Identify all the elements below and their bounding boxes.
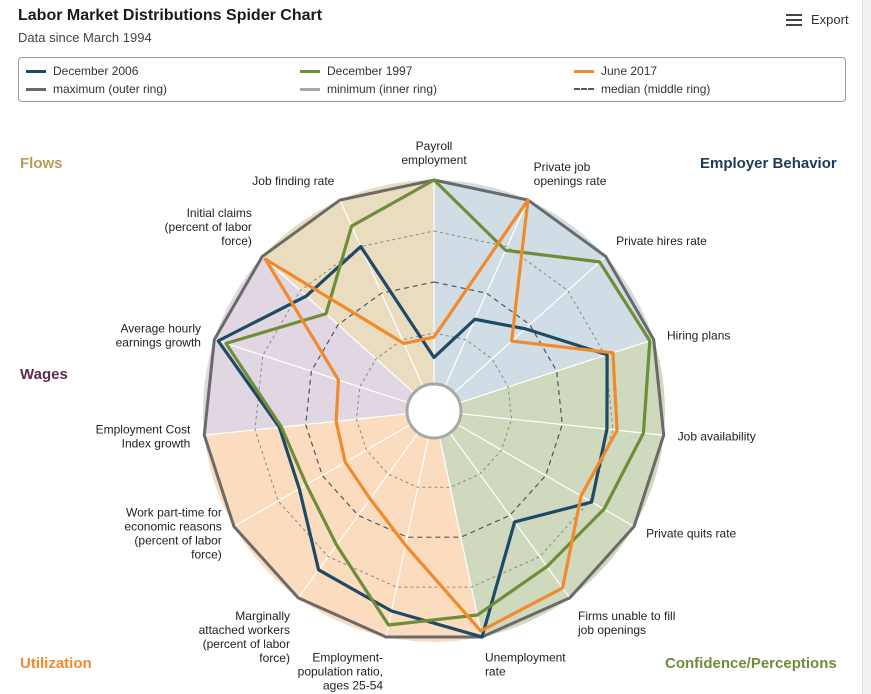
axis-label-line: job openings [577, 623, 646, 637]
axis-label-line: Employment Cost [96, 423, 191, 437]
axis-spoke [385, 437, 429, 638]
axis-label-job-availability: Job availability [678, 430, 756, 444]
axis-spoke [204, 413, 408, 436]
axis-label-line: Job finding rate [252, 174, 334, 188]
export-button[interactable]: Export [786, 12, 849, 27]
rings [202, 178, 666, 639]
axis-label-initial-claims-percent-of-labor-force: Initial claims (percent of labor force) [165, 206, 252, 248]
axis-spoke [460, 413, 664, 436]
axis-label-line: Private quits rate [646, 527, 736, 541]
axis-label-line: Marginally [235, 609, 290, 623]
axis-label-line: employment [401, 153, 467, 167]
axis-label-employment-cost-index-growth: Employment Cost Index growth [96, 423, 191, 451]
axis-label-private-hires-rate: Private hires rate [616, 234, 707, 248]
series-december-1997 [224, 178, 652, 627]
axis-label-line: (percent of labor [134, 534, 221, 548]
axis-label-line: Firms unable to fill [578, 609, 675, 623]
axis-label-line: Private hires rate [616, 234, 707, 248]
axis-label-line: Index growth [122, 437, 191, 451]
axis-label-line: population ratio, [298, 665, 383, 679]
axis-label-work-part-time-for-economic-reasons-percent-of-labor-force: Work part-time for economic reasons (perce… [124, 506, 221, 562]
axis-label-unemployment-rate: Unemployment rate [485, 651, 566, 679]
axis-label-line: attached workers [199, 623, 290, 637]
axis-label-line: force) [191, 548, 222, 562]
axis-label-line: Work part-time for [126, 506, 222, 520]
axis-label-line: openings rate [534, 174, 607, 188]
axis-label-job-finding-rate: Job finding rate [252, 174, 334, 188]
chart-title: Labor Market Distributions Spider Chart [18, 7, 323, 24]
axis-label-private-quits-rate: Private quits rate [646, 527, 736, 541]
axis-label-line: rate [485, 665, 506, 679]
axis-spoke [444, 199, 529, 387]
axis-spoke [449, 432, 571, 599]
axis-label-hiring-plans: Hiring plans [667, 328, 730, 342]
minimum-ring [405, 382, 463, 440]
legend-swatch [300, 69, 320, 73]
axis-label-line: (percent of labor [203, 637, 290, 651]
legend-item-maximum[interactable]: maximum (outer ring) [26, 82, 167, 96]
scrollbar[interactable] [862, 0, 871, 694]
median-ring [305, 281, 563, 538]
axis-label-line: Average hourly [120, 321, 201, 335]
axis-label-private-job-openings-rate: Private job openings rate [534, 160, 607, 188]
axis-label-payroll-employment: Payroll employment [401, 139, 467, 167]
legend-label: minimum (inner ring) [327, 82, 438, 96]
legend-item-december-1997[interactable]: December 1997 [300, 64, 412, 78]
legend-label: June 2017 [601, 64, 658, 78]
export-label: Export [811, 12, 849, 27]
axis-label-line: Payroll [416, 139, 453, 153]
legend-swatch [300, 87, 320, 91]
axis-label-line: Unemployment [485, 651, 566, 665]
axis-label-line: (percent of labor [165, 220, 252, 234]
axis-label-line: earnings growth [116, 335, 201, 349]
series-december-2006 [216, 244, 609, 639]
axis-label-line: Private job [534, 160, 591, 174]
sector-utilization [204, 413, 483, 642]
axis-label-line: Initial claims [187, 206, 252, 220]
legend-item-june-2017[interactable]: June 2017 [574, 64, 657, 78]
category-wages: Wages [20, 366, 68, 383]
axis-label-marginally-attached-workers-percent-of-labor-force: Marginally attached workers (percent of la… [199, 609, 290, 665]
legend-swatch [574, 69, 594, 73]
legend-label: maximum (outer ring) [53, 82, 168, 96]
legend-label: median (middle ring) [601, 82, 711, 96]
legend-item-minimum[interactable]: minimum (inner ring) [300, 82, 437, 96]
category-utilization: Utilization [20, 655, 92, 672]
axis-spoke [453, 255, 607, 394]
axis-label-line: force) [259, 651, 290, 665]
legend-label: December 1997 [327, 64, 413, 78]
legend-swatch [26, 87, 46, 91]
legend-label: December 2006 [53, 64, 139, 78]
sector-flows [262, 180, 434, 393]
axis-label-line: economic reasons [124, 520, 221, 534]
axis-labels: Payroll employment Private job openings rat… [96, 139, 756, 693]
axis-spoke [459, 339, 654, 404]
legend-swatch [574, 88, 594, 90]
axis-label-line: Job availability [678, 430, 756, 444]
three-quarter-ring [254, 230, 614, 588]
sector-confidence-perceptions [439, 339, 665, 637]
axis-spoke [439, 437, 483, 638]
legend-item-median[interactable]: median (middle ring) [574, 82, 710, 96]
axis-label-line: Hiring plans [667, 328, 730, 342]
legend-item-december-2006[interactable]: December 2006 [26, 64, 138, 78]
axis-label-employment-population-ratio-ages-25-54: Employment-population ratio, ages 25-54 [298, 651, 384, 693]
axis-label-line: ages 25-54 [323, 679, 383, 693]
legend: December 2006 December 1997 June 2017 ma… [18, 57, 846, 102]
legend-swatch [26, 69, 46, 73]
chart-subtitle: Data since March 1994 [18, 30, 152, 45]
menu-icon [786, 13, 802, 26]
axis-spoke [233, 423, 411, 528]
category-confidence-perceptions: Confidence/Perceptions [665, 655, 837, 672]
maximum-ring [202, 178, 666, 639]
axis-label-firms-unable-to-fill-job-openings: Firms unable to fill job openings [577, 609, 675, 637]
category-employer-behavior: Employer Behavior [700, 155, 837, 172]
axis-label-line: Employment- [312, 651, 383, 665]
category-flows: Flows [20, 155, 63, 172]
axis-label-line: force) [221, 234, 252, 248]
axis-label-average-hourly-earnings-growth: Average hourly earnings growth [116, 321, 201, 349]
series-june-2017 [263, 198, 619, 633]
series-lines [216, 178, 652, 639]
